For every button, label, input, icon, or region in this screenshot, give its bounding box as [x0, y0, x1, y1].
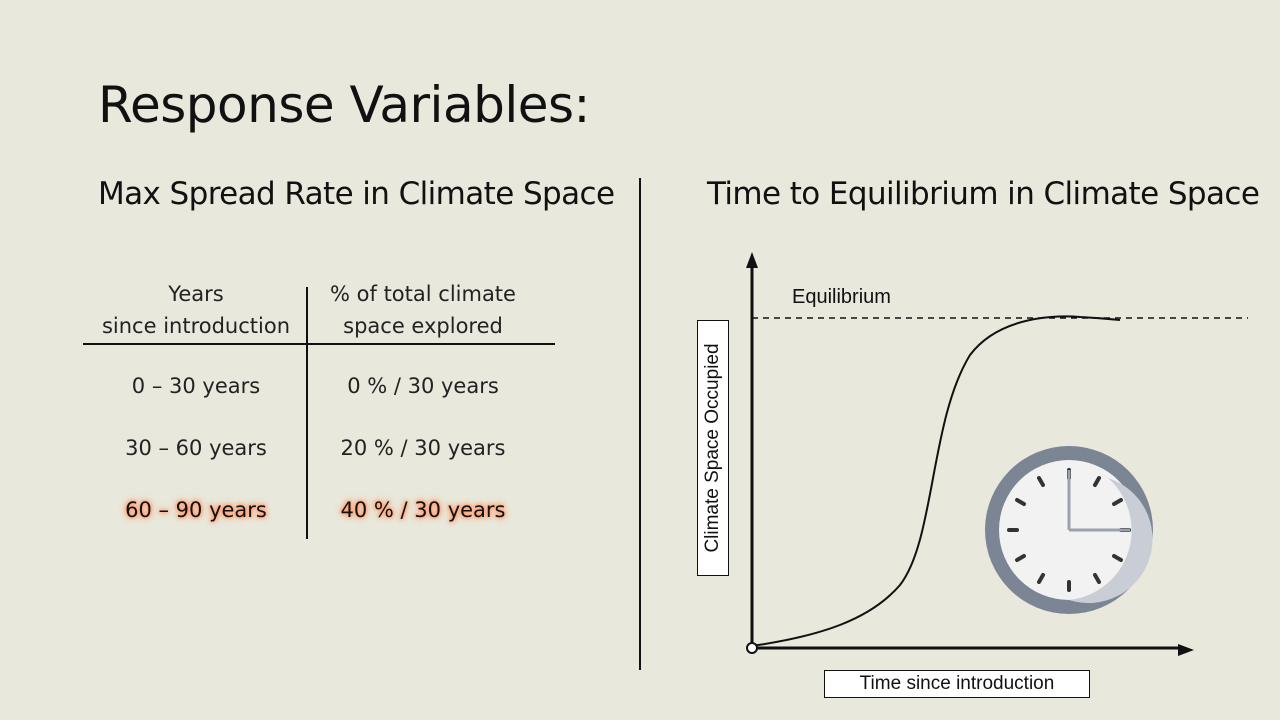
equilibrium-label: Equilibrium	[792, 286, 891, 308]
table-cell-percent-highlighted: 40 % / 30 years	[340, 498, 506, 522]
table-cell-years: 0 – 30 years	[131, 374, 261, 398]
y-axis-arrowhead	[746, 252, 758, 268]
right-section-heading: Time to Equilibrium in Climate Space	[707, 176, 1260, 212]
left-section-heading: Max Spread Rate in Climate Space	[98, 176, 615, 212]
clock-tick	[1112, 498, 1123, 506]
clock-tick	[1015, 554, 1026, 562]
table-column-rule	[306, 287, 308, 539]
clock-tick	[1093, 476, 1101, 487]
header-line: Years	[168, 282, 224, 306]
table-header-rule	[83, 343, 555, 345]
table-cell-years-highlighted: 60 – 90 years	[125, 498, 267, 522]
x-axis-label: Time since introduction	[824, 670, 1090, 698]
slide-title: Response Variables:	[98, 76, 590, 134]
clock-tick	[1015, 498, 1026, 506]
y-axis-label: Climate Space Occupied	[702, 343, 723, 553]
table-cell-years: 30 – 60 years	[125, 436, 267, 460]
clock-tick	[1112, 554, 1123, 562]
clock-tick	[1037, 573, 1045, 584]
header-line: space explored	[343, 314, 503, 338]
clock-tick	[1037, 476, 1045, 487]
table-cell-percent: 0 % / 30 years	[347, 374, 499, 398]
header-line: % of total climate	[330, 282, 516, 306]
origin-marker	[746, 642, 758, 654]
x-axis-arrowhead	[1178, 644, 1194, 656]
y-axis-label-box: Climate Space Occupied	[697, 320, 729, 576]
growth-curve	[751, 315, 1121, 647]
table-cell-percent: 20 % / 30 years	[340, 436, 506, 460]
table-header-percent: % of total climate space explored	[308, 278, 538, 342]
clock-tick	[1093, 573, 1101, 584]
header-line: since introduction	[101, 314, 291, 338]
center-divider	[639, 178, 641, 670]
table-header-years: Years since introduction	[84, 278, 308, 342]
clock-icon	[985, 446, 1153, 614]
